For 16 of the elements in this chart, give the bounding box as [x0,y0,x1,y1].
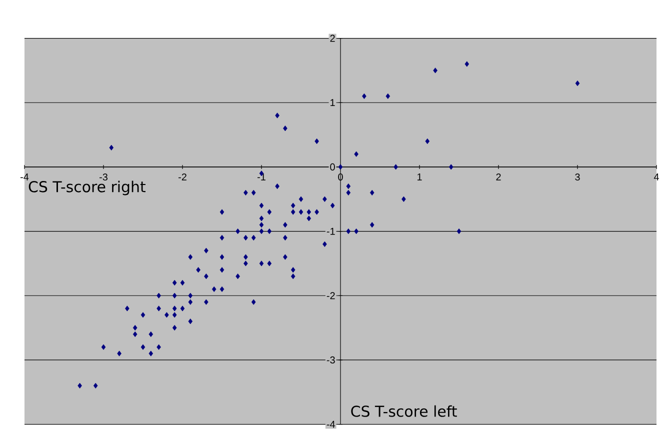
x-tick-label: -2 [178,173,186,180]
x-tick-label: -4 [20,173,29,180]
x-axis-title: CS T-score left [351,405,457,417]
x-tick-label: -3 [100,173,108,181]
x-tick-label: 3 [575,173,580,181]
y-tick-label: 0 [330,163,335,170]
x-tick-label: 2 [496,173,501,180]
x-tick-label: 4 [654,173,659,180]
y-tick-label: -2 [326,292,335,300]
y-tick-label: -4 [326,420,336,428]
x-tick-label: 1 [417,173,422,180]
y-tick-label: -1 [326,228,335,235]
y-tick-label: 2 [330,34,335,42]
y-tick-label: 1 [330,99,335,106]
y-axis-title: CS T-score right [28,180,146,196]
y-tick-label: -3 [326,356,335,364]
